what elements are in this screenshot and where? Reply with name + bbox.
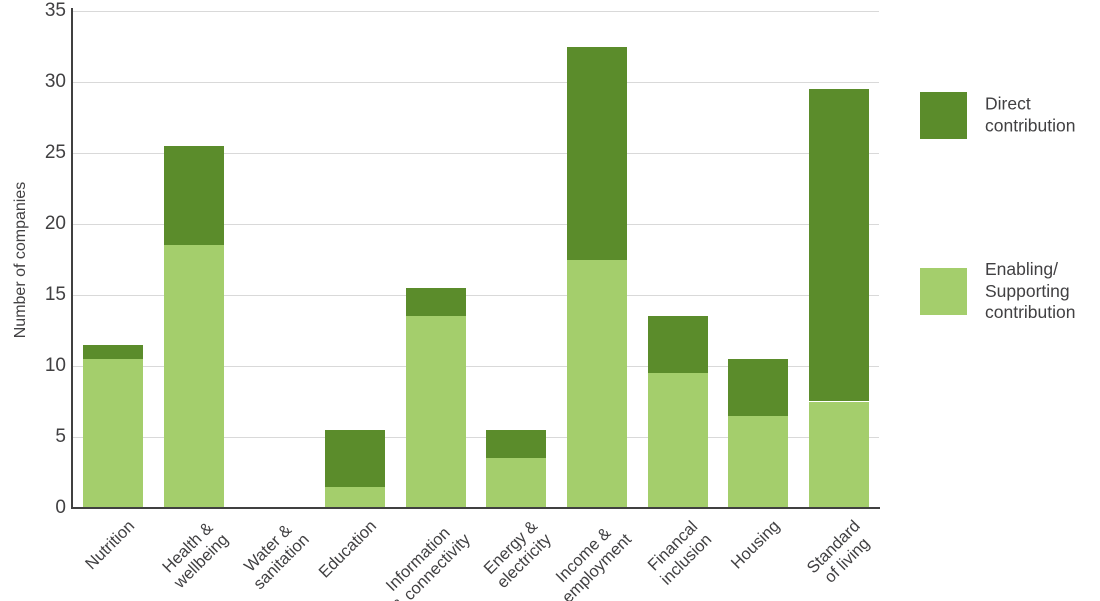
gridline-35 bbox=[73, 10, 879, 12]
bar-segment-enabling-energy-electricity bbox=[486, 458, 547, 508]
bar-segment-direct-nutrition bbox=[83, 344, 144, 359]
bar-segment-direct-information-connectivity bbox=[405, 287, 466, 317]
x-tick-label-health-wellbeing: Health & wellbeing bbox=[159, 518, 233, 592]
x-tick-label-financal-inclusion: Financal inclusion bbox=[644, 517, 716, 589]
bar-segment-enabling-education bbox=[325, 486, 386, 508]
legend-swatch-direct-contribution bbox=[920, 91, 967, 139]
bar-segment-enabling-standard-of-living bbox=[808, 401, 869, 508]
bar-segment-enabling-health-wellbeing bbox=[163, 245, 224, 508]
bar-segment-enabling-information-connectivity bbox=[405, 316, 466, 508]
x-tick-label-water-sanitation: Water & sanitation bbox=[240, 521, 313, 594]
x-tick-label-income-employment: Income & employment bbox=[552, 524, 636, 601]
bar-segment-direct-financal-inclusion bbox=[647, 316, 708, 374]
legend-swatch-enabling-supporting-contribution bbox=[920, 267, 967, 315]
legend-label-direct-contribution: Direct contribution bbox=[985, 93, 1076, 136]
bar-segment-enabling-income-employment bbox=[566, 259, 627, 508]
y-tick-label-15: 15 bbox=[44, 284, 66, 305]
bar-segment-direct-income-employment bbox=[566, 46, 627, 260]
gridline-20 bbox=[73, 223, 879, 225]
gridline-10 bbox=[73, 365, 879, 367]
x-tick-label-energy-electricity: Energy & electricity bbox=[479, 517, 555, 592]
y-tick-label-25: 25 bbox=[44, 142, 66, 163]
x-tick-label-housing: Housing bbox=[727, 517, 783, 573]
gridline-25 bbox=[73, 152, 879, 154]
bar-segment-direct-housing bbox=[728, 358, 789, 416]
x-tick-label-standard-of-living: Standard of living bbox=[803, 517, 873, 587]
y-tick-label-30: 30 bbox=[44, 71, 66, 92]
bar-segment-direct-energy-electricity bbox=[486, 429, 547, 459]
gridline-15 bbox=[73, 294, 879, 296]
x-tick-label-education: Education bbox=[315, 517, 380, 582]
bar-segment-enabling-nutrition bbox=[83, 358, 144, 508]
bar-segment-direct-standard-of-living bbox=[808, 89, 869, 402]
gridline-30 bbox=[73, 81, 879, 83]
bar-segment-enabling-housing bbox=[728, 415, 789, 508]
y-tick-label-20: 20 bbox=[44, 213, 66, 234]
y-tick-label-0: 0 bbox=[55, 497, 66, 518]
gridline-5 bbox=[73, 436, 879, 438]
x-axis-line bbox=[71, 507, 880, 509]
x-tick-label-information-connectivity: Information & connectivity bbox=[382, 523, 474, 601]
y-axis-line bbox=[71, 8, 73, 509]
y-axis-title: Number of companies bbox=[12, 181, 29, 339]
x-tick-label-nutrition: Nutrition bbox=[81, 517, 139, 574]
y-tick-label-5: 5 bbox=[55, 426, 66, 447]
bar-segment-direct-education bbox=[325, 429, 386, 487]
y-tick-label-35: 35 bbox=[44, 0, 66, 21]
y-tick-label-10: 10 bbox=[44, 355, 66, 376]
bar-segment-direct-health-wellbeing bbox=[163, 145, 224, 246]
bar-segment-enabling-financal-inclusion bbox=[647, 373, 708, 508]
legend-label-enabling-supporting-contribution: Enabling/ Supporting contribution bbox=[985, 258, 1076, 322]
